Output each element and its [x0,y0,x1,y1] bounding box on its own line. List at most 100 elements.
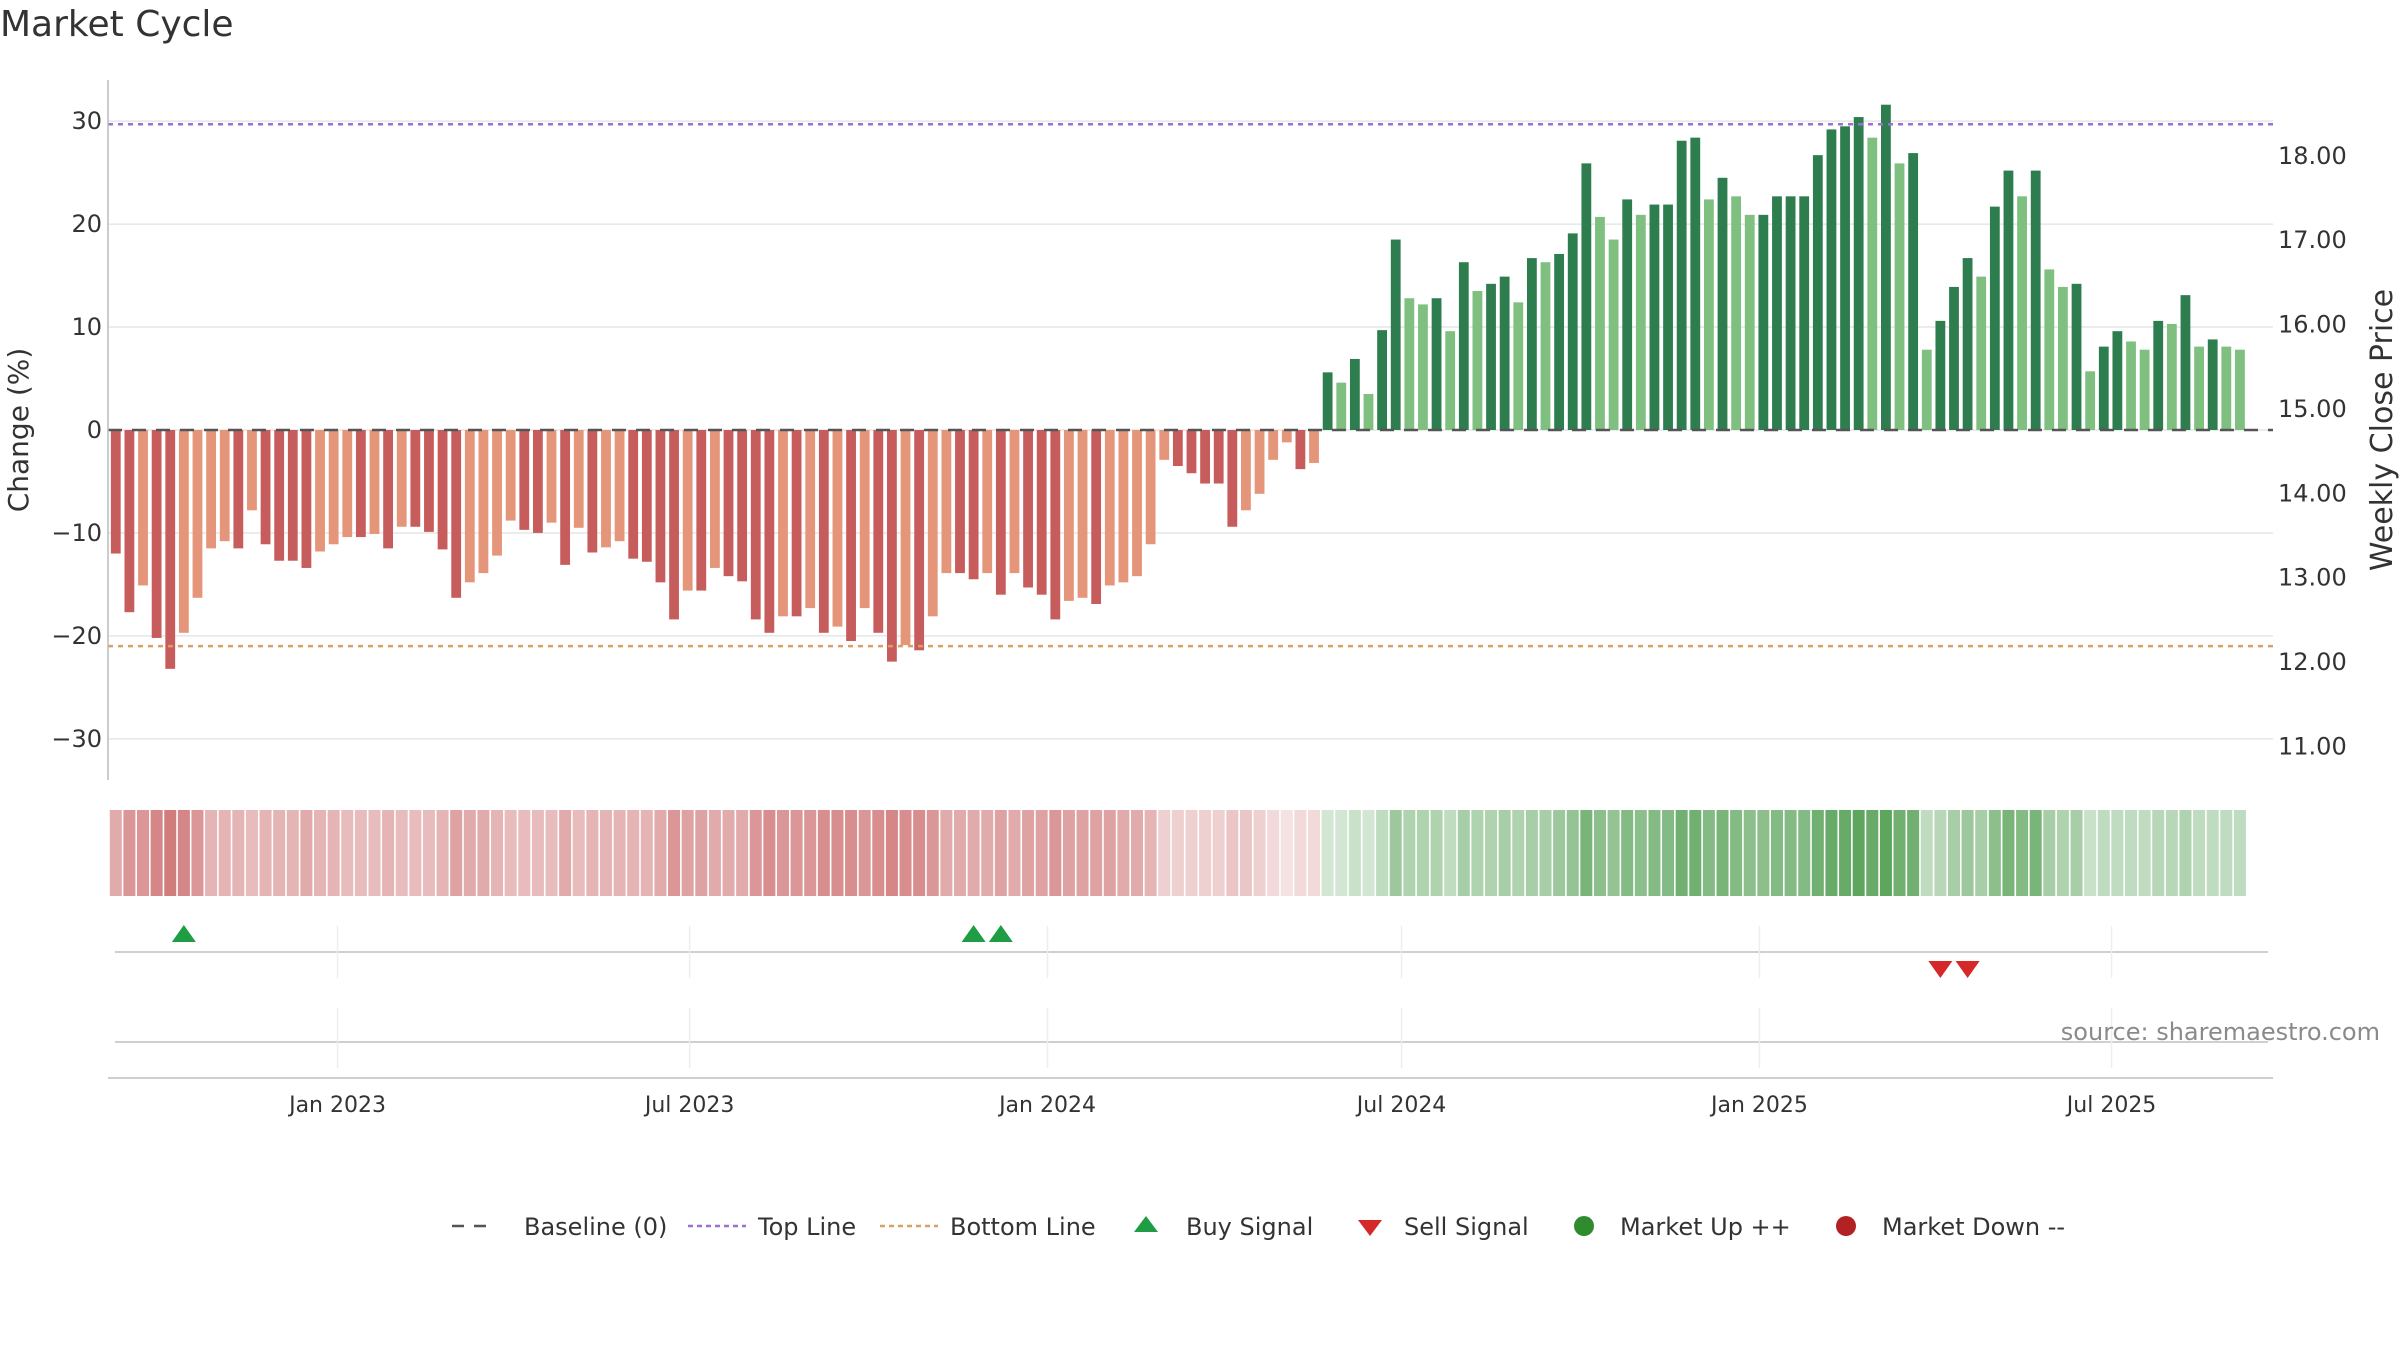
market-band-cell [817,810,830,896]
market-band-cell [2016,810,2029,896]
bar [655,430,666,583]
bar [315,430,325,552]
x-tick-label: Jul 2023 [643,1093,735,1118]
market-band-cell [2056,810,2069,896]
bar [2071,283,2082,430]
y-tick-label: 30 [71,107,102,135]
market-band-cell [1648,810,1661,896]
market-band-cell [1553,810,1566,896]
legend-sell-symbol [1358,1220,1382,1236]
market-band-cell [586,810,599,896]
bar [274,430,285,561]
market-band-cell [1321,810,1334,896]
bar [178,430,189,633]
legend-label: Baseline (0) [524,1213,667,1241]
bar [1268,430,1279,460]
bar [1676,140,1687,430]
market-band-cell [1280,810,1293,896]
market-band-cell [368,810,381,896]
bar [492,430,502,556]
bar [1962,258,1973,430]
market-band-cell [1308,810,1321,896]
market-band-cell [572,810,585,896]
bar [1064,430,1074,601]
bar [2180,295,2191,430]
market-band-cell [2165,810,2178,896]
y2-tick-label: 17.00 [2278,226,2347,254]
market-band-cell [191,810,204,896]
x-axis-layer: Jan 2023 Jul 2023 Jan 2024 Jul 2024 Jan 2025… [108,1018,2380,1118]
bar [287,430,298,561]
market-band-cell [1022,810,1035,896]
market-band-cell [314,810,327,896]
bar [1908,153,1919,430]
market-band-cell [681,810,694,896]
reference-lines-layer [108,123,2273,648]
market-band-cell [2206,810,2219,896]
market-band-cell [2043,810,2056,896]
bar [1989,206,2000,430]
bar [505,430,516,521]
bar [1363,393,1374,430]
bar [2126,341,2136,430]
market-band-cell [899,810,912,896]
bar [1349,358,1360,430]
market-band-cell [2070,810,2083,896]
y-tick-label: −10 [51,519,102,547]
y2-tick-label: 12.00 [2278,648,2347,676]
market-band-cell [1389,810,1402,896]
bar [1826,129,1837,431]
market-band-cell [940,810,953,896]
bar [2153,320,2164,430]
market-band-cell [150,810,163,896]
market-band-cell [273,810,286,896]
bar [587,430,598,553]
y-tick-label: 20 [71,210,102,238]
bar [2207,339,2218,430]
market-band-cell [1008,810,1021,896]
market-band-cell [763,810,776,896]
legend-item-sell: Sell Signal [1358,1213,1529,1241]
bar [369,430,380,534]
bar [206,430,216,549]
market-band-cell [1621,810,1634,896]
bar [791,430,802,617]
market-band-cell [1403,810,1416,896]
axes-layer: −30 −20 −10 0 10 20 30 11.00 12.00 13.00 14.00 15.0… [2,80,2400,780]
bar [2112,331,2123,430]
market-band-cell [1498,810,1511,896]
market-band-cell [1239,810,1252,896]
market-band-cell [395,810,408,896]
y2-tick-label: 13.00 [2278,564,2347,592]
legend-label: Market Down -- [1882,1213,2065,1241]
y-tick-label: −30 [51,725,102,753]
market-band-cell [2233,810,2246,896]
sell-signal-marker [1955,961,1980,978]
market-band-cell [613,810,626,896]
bar [723,430,734,577]
market-band-cell [1035,810,1048,896]
bar [1635,214,1646,430]
bar [219,430,230,542]
bar [1499,276,1510,430]
bars-layer [110,104,2245,669]
bar [1009,430,1020,574]
bar [1336,382,1347,430]
bar [1145,430,1156,545]
market-band-cell [259,810,272,896]
market-band-cell [1294,810,1307,896]
bar [1921,349,1932,430]
market-band-cell [831,810,844,896]
market-band-cell [953,810,967,896]
market-band-cell [1525,810,1538,896]
bar [1785,196,1796,430]
market-band-cell [1607,810,1620,896]
market-band-cell [1049,810,1062,896]
bar [1281,430,1292,443]
y-tick-label: −20 [51,622,102,650]
market-band-cell [2029,810,2042,896]
bar [1812,155,1823,430]
bar [1404,298,1415,430]
bar [900,430,911,646]
market-band-cell [164,810,177,896]
